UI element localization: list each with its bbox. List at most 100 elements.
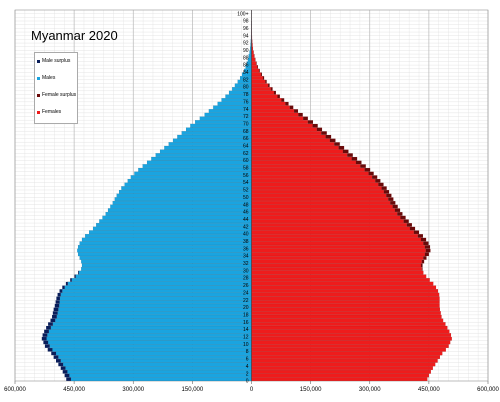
bar-females bbox=[251, 164, 361, 168]
bar-females bbox=[251, 289, 439, 293]
bar-females bbox=[251, 344, 449, 348]
bar-males bbox=[96, 223, 252, 227]
bar-females bbox=[251, 105, 290, 110]
bar-females bbox=[251, 190, 385, 194]
bar-females bbox=[251, 234, 418, 238]
x-tick-label: 0 bbox=[250, 387, 254, 393]
bar-females bbox=[251, 325, 448, 330]
bar-female-surplus bbox=[260, 72, 262, 77]
legend-item-females: Females bbox=[35, 104, 77, 121]
age-label: 0 bbox=[246, 379, 249, 385]
bar-female-surplus bbox=[421, 259, 425, 264]
bar-females bbox=[251, 120, 308, 124]
bar-females bbox=[251, 208, 396, 213]
age-label: 84 bbox=[243, 70, 249, 76]
age-label: 2 bbox=[246, 371, 249, 377]
age-label: 10 bbox=[243, 342, 249, 348]
bars bbox=[41, 10, 452, 381]
bar-females bbox=[251, 358, 438, 363]
age-label: 90 bbox=[243, 48, 249, 54]
bar-males bbox=[79, 241, 252, 246]
bar-male-surplus bbox=[44, 344, 50, 348]
bar-males bbox=[127, 178, 252, 183]
age-label: 74 bbox=[243, 107, 249, 113]
bar-female-surplus bbox=[400, 215, 406, 220]
bar-male-surplus bbox=[56, 296, 60, 301]
bar-female-surplus bbox=[329, 138, 336, 143]
bar-female-surplus bbox=[312, 123, 318, 128]
bar-male-surplus bbox=[48, 322, 53, 326]
legend-item-male-surplus: Male surplus bbox=[35, 53, 77, 70]
age-label: 22 bbox=[243, 298, 249, 304]
bar-females bbox=[251, 322, 446, 326]
legend-swatch-males bbox=[37, 77, 40, 80]
bar-females bbox=[251, 178, 376, 183]
age-label: 66 bbox=[243, 136, 249, 142]
bar-females bbox=[251, 83, 269, 88]
bar-female-surplus bbox=[388, 197, 394, 201]
bar-males bbox=[55, 351, 252, 356]
bar-females bbox=[251, 68, 260, 73]
age-label: 64 bbox=[243, 144, 249, 150]
age-label: 30 bbox=[243, 268, 249, 274]
age-label: 26 bbox=[243, 283, 249, 289]
bar-males bbox=[47, 333, 252, 337]
bar-males bbox=[46, 336, 252, 341]
bar-females bbox=[251, 248, 426, 253]
bar-males bbox=[52, 347, 252, 352]
bar-females bbox=[251, 296, 440, 301]
age-label: 14 bbox=[243, 327, 249, 333]
bar-females bbox=[251, 212, 398, 216]
x-axis: 600,000 450,000 300,000 150,000 0 150,000 300,… bbox=[4, 381, 500, 393]
bar-female-surplus bbox=[413, 230, 420, 234]
bar-females bbox=[251, 90, 275, 95]
bar-females bbox=[251, 197, 389, 201]
bar-male-surplus bbox=[70, 278, 72, 282]
legend-label-male-surplus: Male surplus bbox=[42, 58, 71, 64]
age-label: 58 bbox=[243, 166, 249, 172]
bar-females bbox=[251, 98, 282, 102]
age-label: 92 bbox=[243, 41, 249, 47]
bar-female-surplus bbox=[347, 153, 353, 157]
bar-males bbox=[181, 131, 252, 135]
bar-female-surplus bbox=[334, 142, 340, 146]
bar-females bbox=[251, 112, 299, 117]
bar-female-surplus bbox=[417, 234, 423, 238]
bar-females bbox=[251, 138, 331, 143]
x-tick-label: 150,000 bbox=[182, 387, 204, 393]
bar-females bbox=[251, 241, 424, 246]
age-label: 44 bbox=[243, 217, 249, 223]
legend-label-males: Males bbox=[42, 75, 56, 81]
legend-label-females: Females bbox=[42, 109, 62, 115]
bar-males bbox=[77, 245, 252, 249]
bar-males bbox=[177, 134, 252, 139]
bar-males bbox=[159, 149, 252, 154]
bar-females bbox=[251, 270, 424, 275]
bar-female-surplus bbox=[420, 237, 427, 242]
age-label: 54 bbox=[243, 180, 249, 186]
bar-females bbox=[251, 215, 401, 220]
age-label: 96 bbox=[243, 26, 249, 32]
bar-females bbox=[251, 175, 373, 179]
age-label: 76 bbox=[243, 99, 249, 105]
bar-males bbox=[59, 296, 252, 301]
bar-males bbox=[81, 259, 252, 264]
bar-females bbox=[251, 116, 304, 121]
bar-male-surplus bbox=[43, 340, 49, 345]
bar-female-surplus bbox=[425, 248, 431, 253]
x-tick-label: 450,000 bbox=[63, 387, 85, 393]
bar-females bbox=[251, 65, 258, 69]
bar-male-surplus bbox=[51, 351, 56, 356]
bar-males bbox=[138, 167, 252, 172]
bar-males bbox=[92, 226, 252, 231]
bar-female-surplus bbox=[285, 101, 289, 106]
bar-females bbox=[251, 142, 335, 146]
bar-females bbox=[251, 274, 427, 279]
bar-female-surplus bbox=[294, 109, 299, 113]
bar-male-surplus bbox=[52, 314, 57, 319]
bar-female-surplus bbox=[262, 76, 265, 80]
age-label: 18 bbox=[243, 312, 249, 318]
bar-males bbox=[50, 325, 252, 330]
bar-females bbox=[251, 127, 318, 132]
bar-males bbox=[116, 193, 252, 198]
